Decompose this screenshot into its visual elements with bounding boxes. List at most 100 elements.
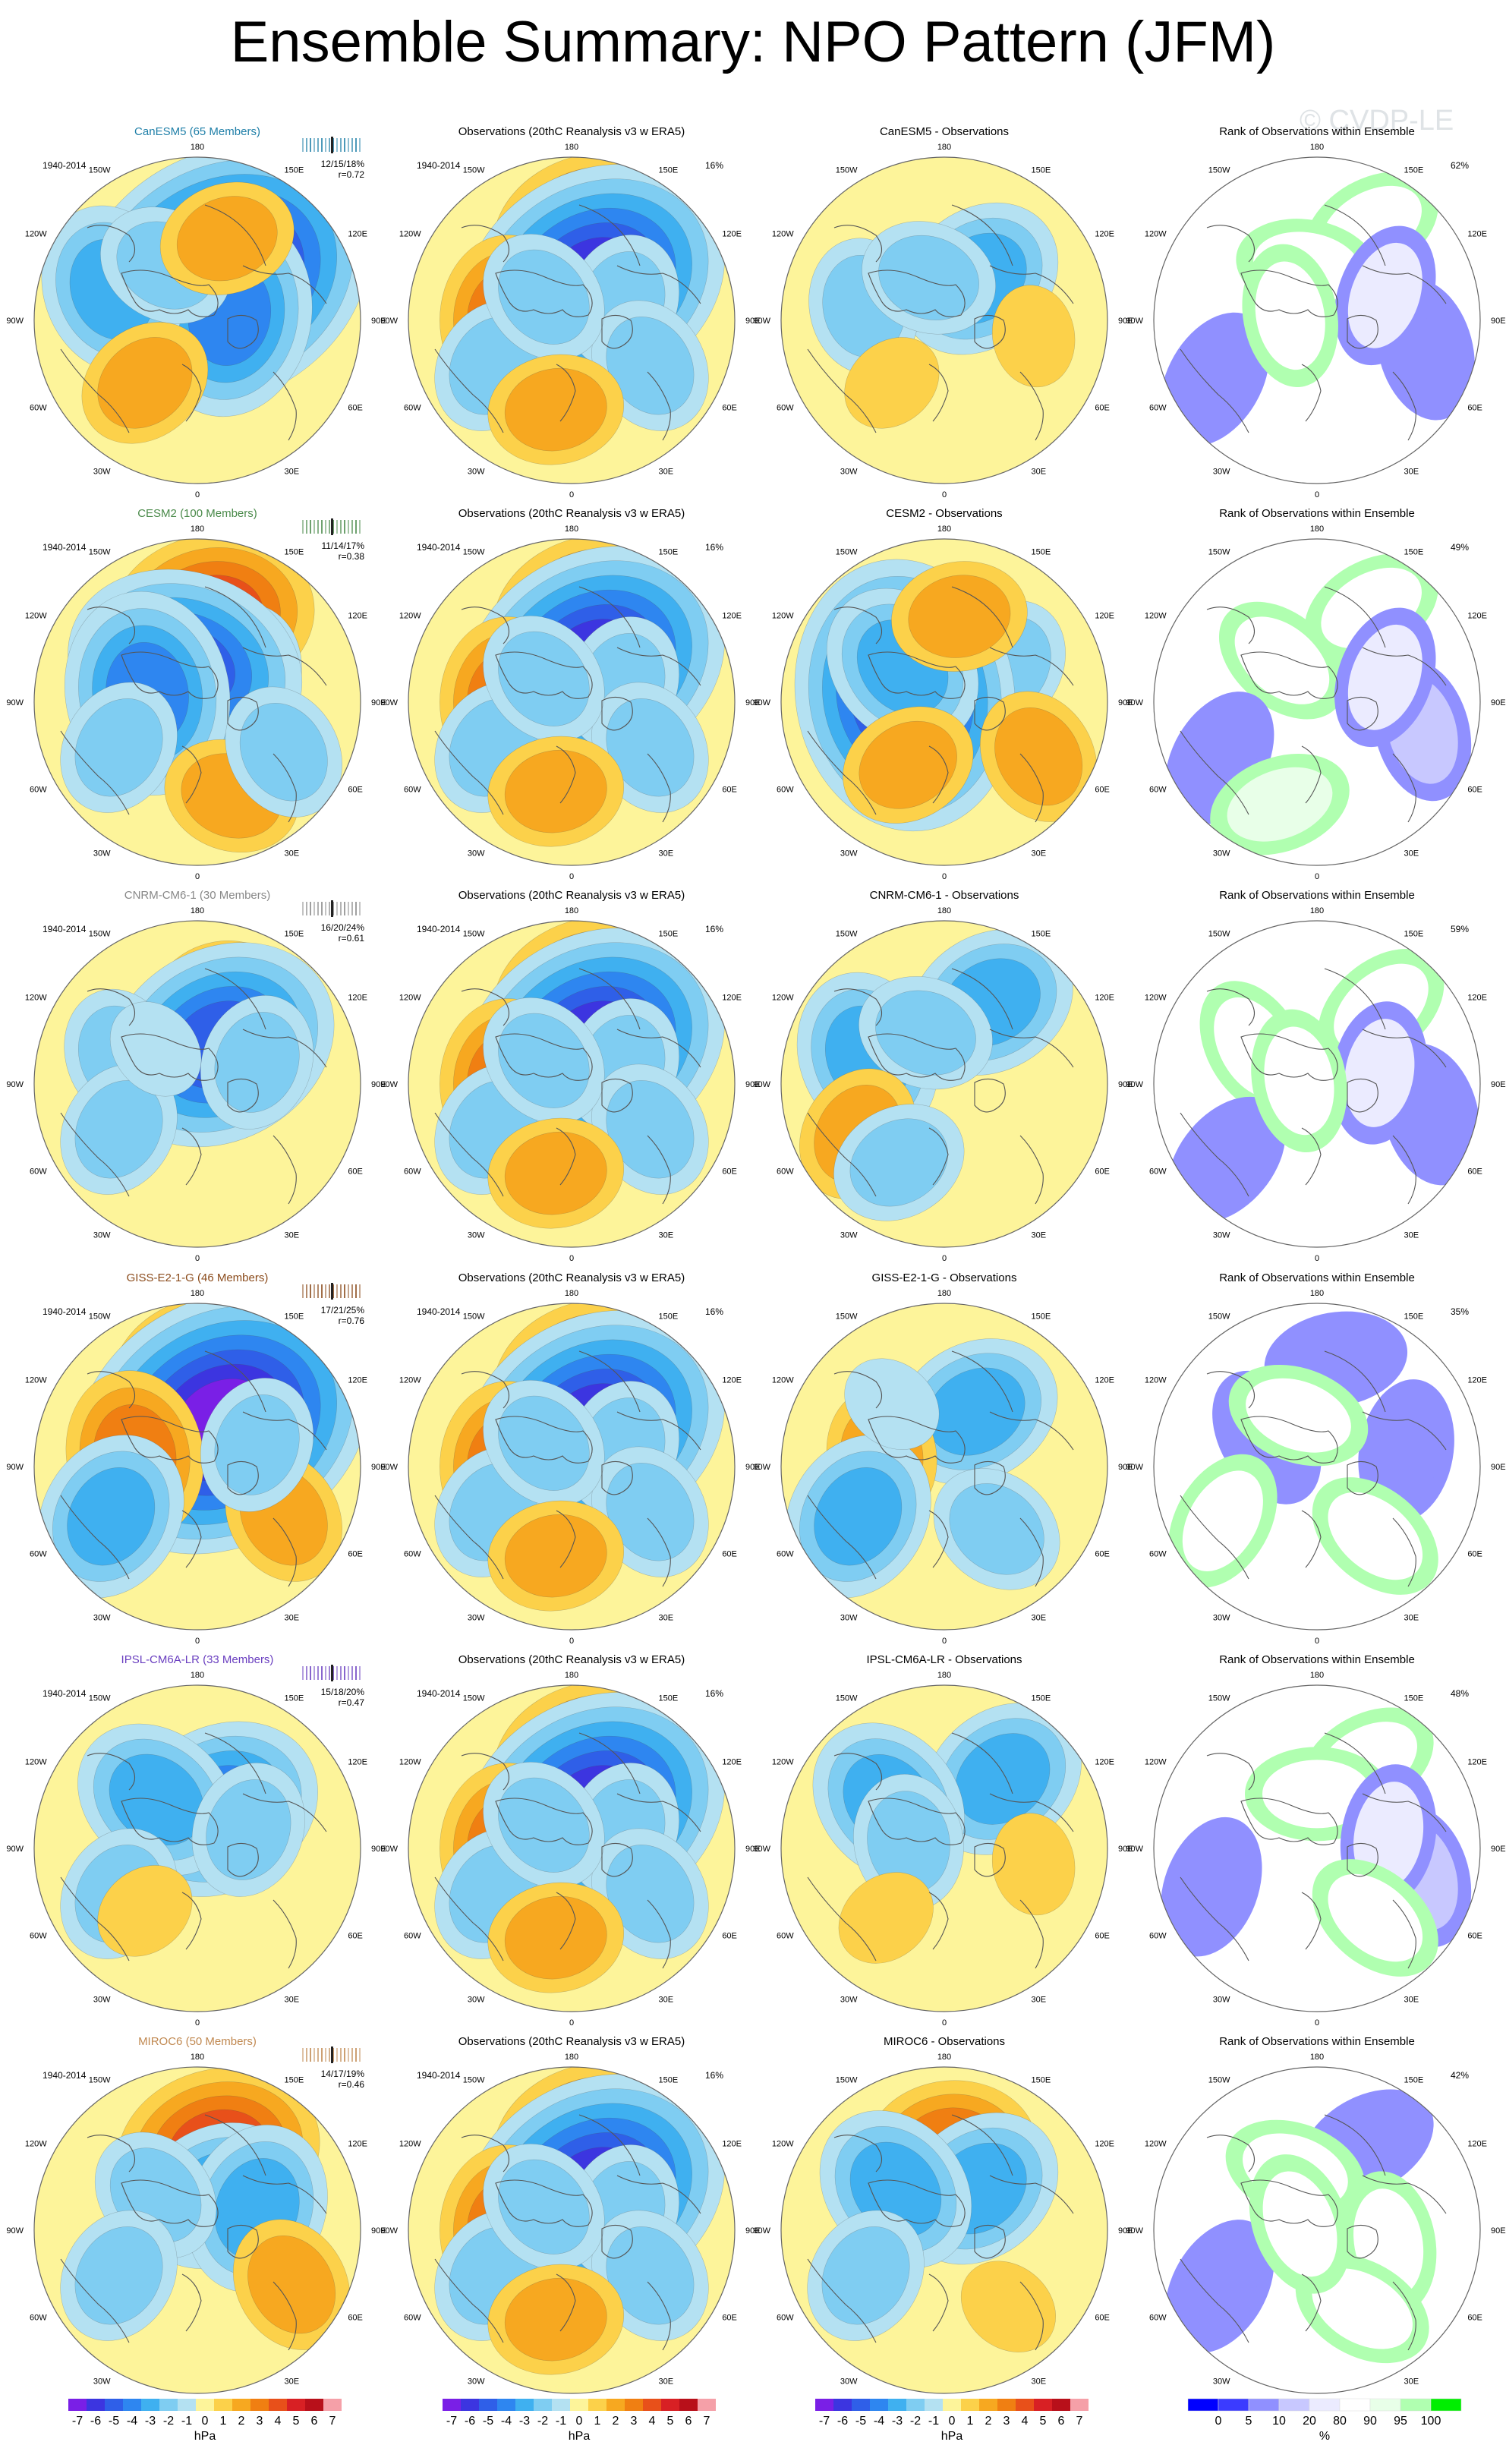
colorbar-swatch [815,2399,833,2411]
coastline-path [833,1753,883,1791]
longitude-label: 60E [1095,1932,1110,1941]
contour-region [97,1865,193,1957]
longitude-label: 150W [836,930,858,939]
longitude-label: 0 [569,490,574,499]
longitude-label: 180 [191,525,204,534]
member-tick [321,138,323,152]
coastline-path [578,1732,641,1794]
longitude-label: 150E [285,548,304,557]
longitude-label: 180 [1310,143,1324,152]
colorbar-label: -5 [855,2415,866,2428]
period-label: 1940-2014 [417,2070,461,2081]
coastline-path [974,2224,1006,2259]
longitude-label: 120W [1145,1758,1167,1767]
member-tick [351,902,353,915]
member-tick [317,1284,319,1298]
longitude-label: 90E [1118,2226,1133,2236]
member-tick [302,520,304,534]
contour-region [994,707,1083,806]
map-border [33,2066,361,2394]
longitude-label: 90E [1491,698,1506,707]
map-border [33,538,361,866]
longitude-label: 120E [348,1758,367,1767]
longitude-label: 90E [1491,1080,1506,1089]
obs-variance: 16% [705,1306,723,1317]
longitude-label: 60E [348,1167,363,1177]
coastline-path [60,1876,130,1961]
longitude-label: 150W [1208,166,1230,175]
contour-region [504,367,607,452]
member-tick [359,520,361,534]
longitude-label: 0 [1315,1254,1319,1263]
longitude-label: 0 [569,1637,574,1646]
longitude-label: 60W [404,1932,421,1941]
coastline-path [868,1798,966,1845]
longitude-label: 60W [1149,404,1167,413]
coastline-path [601,2224,633,2259]
coastline-path [601,314,633,349]
longitude-label: 120E [1095,1758,1114,1767]
longitude-label: 90E [371,1463,386,1472]
longitude-label: 180 [937,1289,951,1298]
rank-region [1347,242,1423,348]
colorbar-label: 5 [293,2415,300,2428]
coastline-path [951,1350,1013,1413]
longitude-label: 30E [285,1995,300,2004]
coastline-path [951,586,1013,648]
longitude-label: 120W [399,994,421,1003]
contour-region [504,2277,607,2362]
map-body [34,157,361,484]
longitude-label: 150W [463,548,485,557]
rank-region [1328,1492,1423,1580]
longitude-label: 150W [836,166,858,175]
coastline-path [1206,1371,1256,1409]
observations-title: Observations (20thC Reanalysis v3 w ERA5… [458,889,685,902]
colorbar-label: 5 [1040,2415,1047,2428]
longitude-label: 30E [285,2377,300,2386]
longitude-label: 180 [1310,1671,1324,1680]
colorbar-label: 2 [238,2415,245,2428]
longitude-label: 120W [25,994,47,1003]
observations-title: Observations (20thC Reanalysis v3 w ERA5… [458,125,685,138]
longitude-label: 120E [1095,612,1114,621]
longitude-label: 120W [1145,1376,1167,1385]
colorbar-label: 3 [631,2415,638,2428]
member-tick [302,1666,304,1680]
longitude-label: 0 [195,490,200,499]
coastline-path [1180,1495,1249,1580]
longitude-label: 150E [1404,930,1424,939]
colorbar-swatch [1218,2398,1249,2412]
coastline-path [181,745,202,804]
coastlines [1180,968,1447,1205]
member-tick [344,1666,345,1680]
member-tick [329,520,330,534]
rank-panel: 180 150E 120E 90E 60E 30E 0 30W 60W 90W 120W 150W Ra… [1126,1653,1505,2028]
colorbar-label: 2 [613,2415,619,2428]
longitude-label: 0 [942,490,947,499]
colorbar-label: -2 [163,2415,174,2428]
colorbar-label: 6 [311,2415,318,2428]
coastline-path [495,1798,593,1845]
coastlines [807,586,1074,823]
rank-title: Rank of Observations within Ensemble [1219,1653,1415,1666]
coastline-path [556,1892,576,1950]
longitude-label: 60E [348,1932,363,1941]
contour-region [498,1395,590,1491]
colorbar-swatch [1309,2398,1341,2412]
member-tick [351,1284,353,1298]
obs-variance: 16% [705,2070,723,2081]
member-tick [355,1666,357,1680]
colorbar-swatch [661,2399,679,2411]
rank-region [1328,1873,1423,1962]
longitude-label: 0 [569,1254,574,1263]
coastline-path [616,647,701,686]
longitude-label: 90W [1126,1080,1143,1089]
longitude-label: 180 [191,2053,204,2062]
longitude-label: 30W [1213,467,1230,476]
longitude-label: 0 [942,1637,947,1646]
longitude-label: 90W [380,1463,398,1472]
longitude-label: 30E [285,467,300,476]
coastline-path [495,2179,593,2227]
coastline-path [601,696,633,731]
longitude-label: 90W [6,698,24,707]
